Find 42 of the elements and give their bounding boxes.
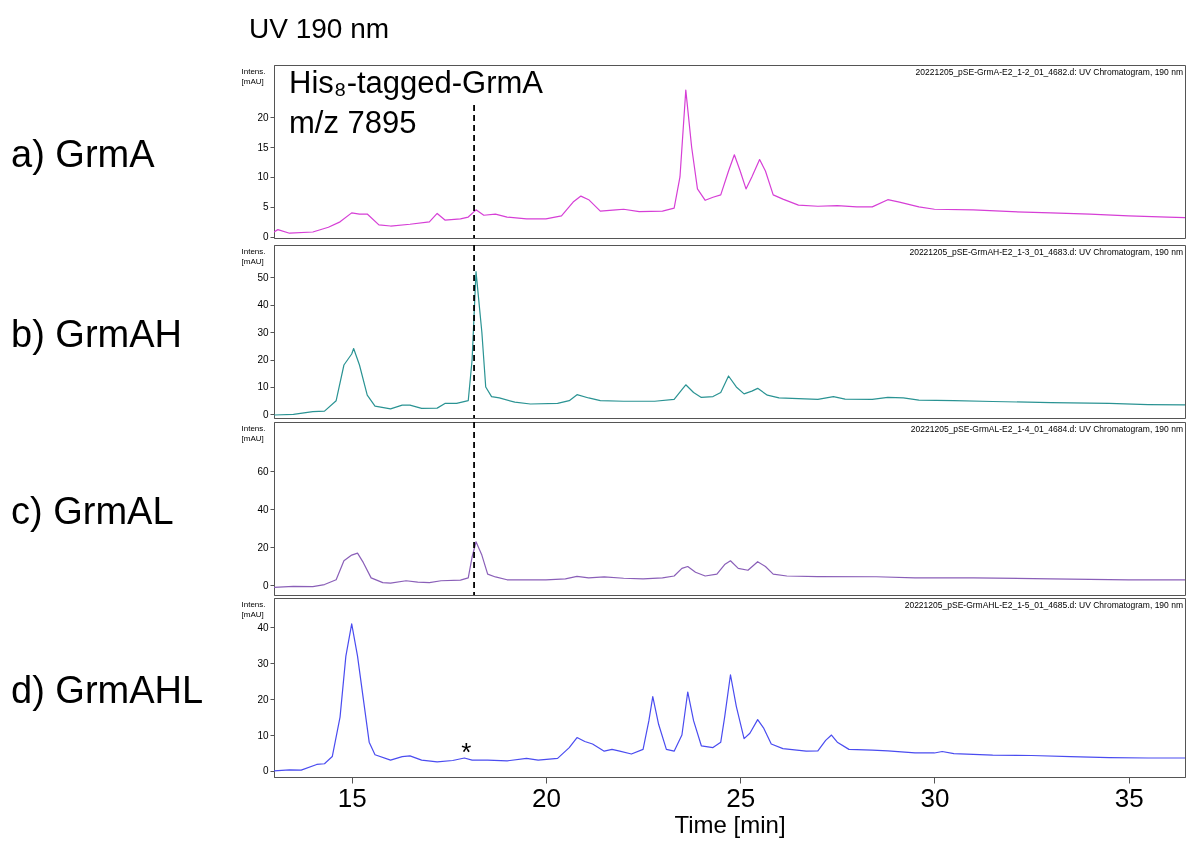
y-tick-label: 60 [257, 465, 269, 477]
annotation: * [461, 736, 472, 767]
x-tick-label: 15 [337, 782, 367, 813]
y-tick-label: 0 [262, 231, 269, 243]
x-tick-label: 35 [1114, 782, 1144, 813]
annotation: m/z 7895 [289, 105, 417, 140]
annotation: 20221205_pSE-GrmAH-E2_1-3_01_4683.d: UV Chromatogram, 190 nm [909, 247, 1183, 257]
annotation: 20221205_pSE-GrmAL-E2_1-4_01_4684.d: UV Chromatogram, 190 nm [910, 424, 1183, 434]
chart-subtitle: UV 190 nm [249, 13, 390, 44]
y-tick-label: 20 [257, 541, 269, 553]
y-tick-label: 0 [262, 408, 269, 420]
x-axis-title: Time [min] [674, 810, 786, 838]
text: a) GrmA [11, 132, 156, 175]
y-tick-label: 20 [257, 693, 269, 705]
y-tick-label: 20 [257, 354, 269, 366]
y-tick-label: 20 [257, 111, 269, 123]
y-tick-label: 40 [257, 621, 269, 633]
y-tick-label: 50 [257, 271, 269, 283]
y-axis-title: Intens. [mAU] [241, 599, 266, 619]
y-tick-label: 10 [257, 381, 269, 393]
x-tick-label: 20 [531, 782, 561, 813]
x-tick-label: 25 [726, 782, 756, 813]
text: c) GrmAL [11, 489, 174, 532]
text: b) GrmAH [11, 312, 182, 355]
annotation: His₈-tagged-GrmA [289, 65, 544, 100]
y-tick-label: 5 [262, 201, 269, 213]
x-tick-label: 30 [920, 782, 950, 813]
y-tick-label: 30 [257, 657, 269, 669]
y-tick-label: 0 [262, 579, 269, 591]
y-tick-label: 10 [257, 171, 269, 183]
y-tick-label: 30 [257, 326, 269, 338]
y-tick-label: 15 [257, 141, 269, 153]
y-axis-title: Intens. [mAU] [241, 66, 266, 86]
annotation: 20221205_pSE-GrmA-E2_1-2_01_4682.d: UV Chromatogram, 190 nm [915, 67, 1183, 77]
text: d) GrmAHL [11, 668, 204, 711]
y-tick-label: 40 [257, 503, 269, 515]
y-tick-label: 10 [257, 729, 269, 741]
y-tick-label: 0 [262, 765, 269, 777]
y-tick-label: 40 [257, 299, 269, 311]
annotation: 20221205_pSE-GrmAHL-E2_1-5_01_4685.d: UV Chromatogram, 190 nm [904, 600, 1183, 610]
y-axis-title: Intens. [mAU] [241, 423, 266, 443]
y-axis-title: Intens. [mAU] [241, 246, 266, 266]
